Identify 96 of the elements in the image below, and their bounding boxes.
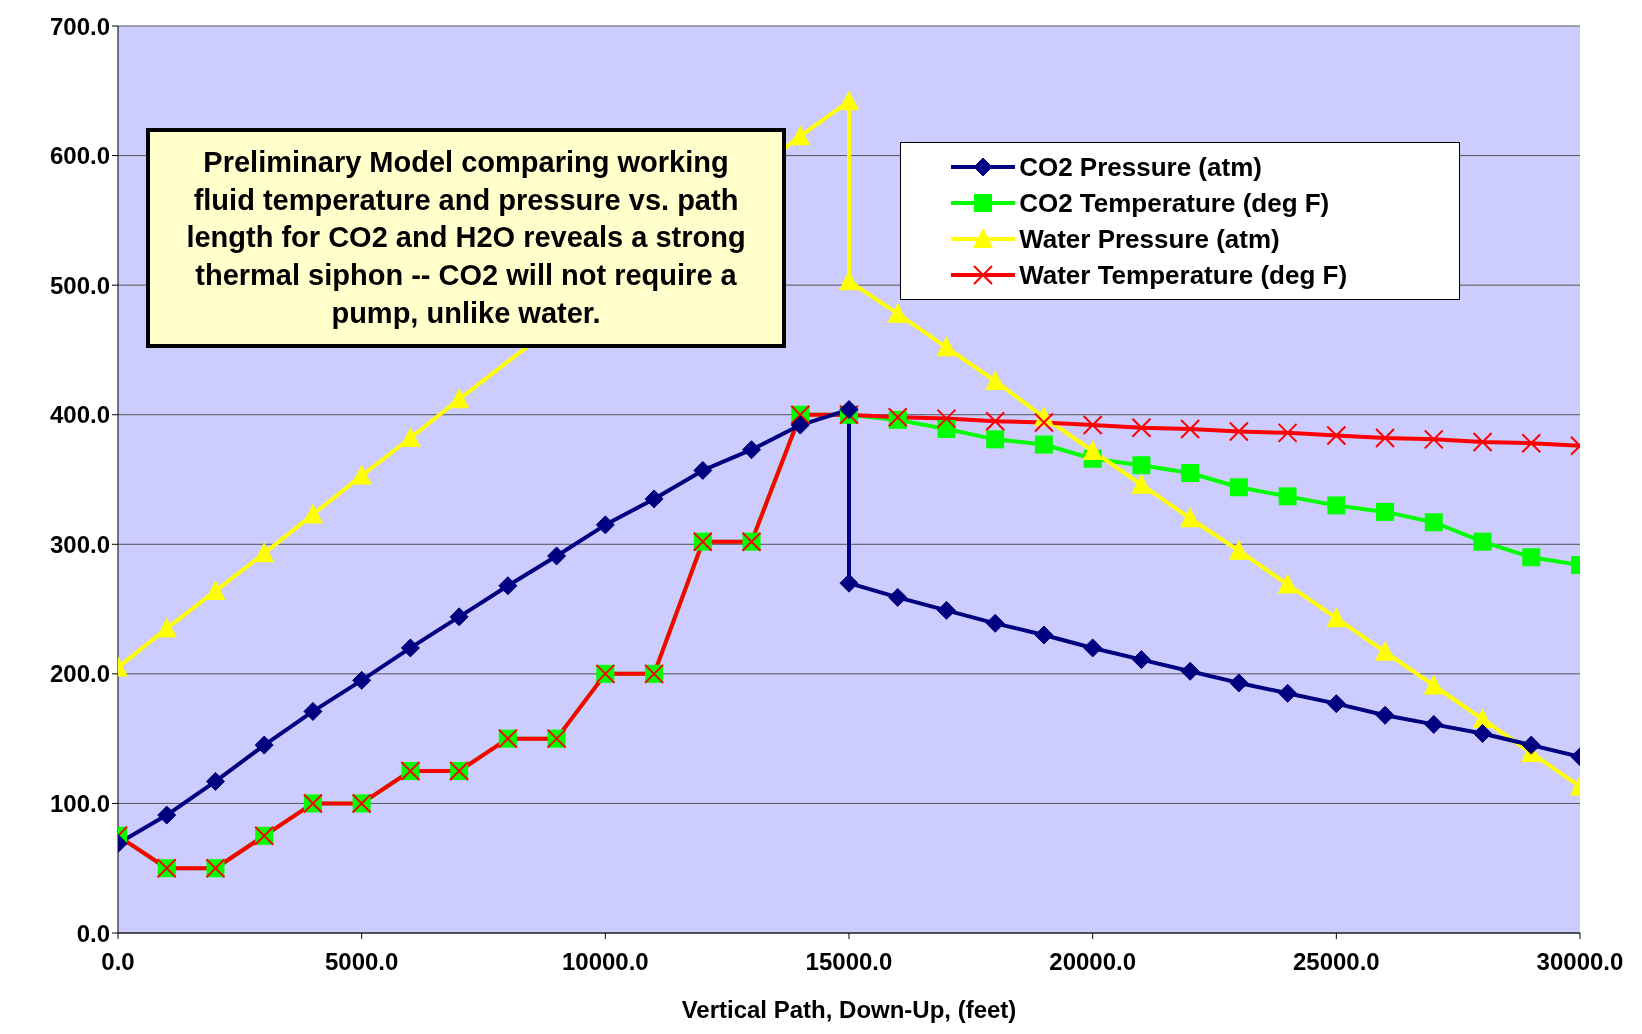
point	[1424, 714, 1444, 734]
point	[1277, 573, 1298, 594]
point	[936, 600, 956, 620]
point	[1326, 607, 1347, 628]
point	[1522, 548, 1541, 567]
point	[1131, 417, 1152, 438]
y-tick-label: 600.0	[49, 142, 110, 170]
point	[1376, 502, 1395, 521]
point	[790, 125, 811, 146]
point	[790, 415, 810, 435]
point	[1424, 513, 1443, 532]
point	[1228, 539, 1249, 560]
point	[302, 503, 323, 524]
point	[1375, 640, 1396, 661]
point	[742, 440, 762, 460]
point	[1180, 507, 1201, 528]
point	[400, 638, 420, 658]
point	[1278, 487, 1297, 506]
y-tick-label: 700.0	[49, 12, 110, 40]
point	[449, 388, 470, 409]
point	[400, 427, 421, 448]
point	[1473, 723, 1493, 743]
point	[1181, 464, 1200, 483]
point	[1131, 473, 1152, 494]
point	[547, 546, 567, 566]
x-tick-label: 25000.0	[1292, 948, 1380, 976]
point	[888, 587, 908, 607]
point	[1423, 674, 1444, 695]
point	[1521, 735, 1541, 755]
point	[887, 302, 908, 323]
point	[985, 613, 1005, 633]
y-tick-label: 100.0	[49, 789, 110, 817]
point	[254, 542, 275, 563]
point	[156, 617, 177, 638]
point	[936, 408, 957, 429]
x-tick-label: 10000.0	[561, 948, 649, 976]
x-tick-label: 0.0	[101, 948, 135, 976]
point	[352, 670, 372, 690]
point	[1375, 705, 1395, 725]
y-tick-label: 200.0	[49, 660, 110, 688]
point	[1082, 439, 1103, 460]
point	[1229, 478, 1248, 497]
point	[595, 515, 615, 535]
point	[839, 400, 859, 420]
legend-label: Water Temperature (deg F)	[1019, 259, 1348, 291]
point	[1082, 415, 1103, 436]
point	[1473, 532, 1492, 551]
y-tick-label: 500.0	[49, 271, 110, 299]
point	[1277, 422, 1298, 443]
point	[498, 576, 518, 596]
x-tick-label: 30000.0	[1536, 948, 1624, 976]
point	[1132, 456, 1151, 475]
point	[1180, 661, 1200, 681]
point	[351, 464, 372, 485]
x-tick-label: 15000.0	[805, 948, 893, 976]
point	[1472, 431, 1493, 452]
point	[205, 771, 225, 791]
point	[1229, 673, 1249, 693]
point	[693, 460, 713, 480]
point	[1131, 650, 1151, 670]
point	[1180, 418, 1201, 439]
point	[1034, 435, 1053, 454]
point	[1423, 429, 1444, 450]
point	[644, 489, 664, 509]
annotation: Preliminary Model comparing working fluid temperature and pressure vs. path length for CO2 and H2O reveals a strong thermal siphon -- CO2 will not require a pump, unlike water.	[146, 128, 786, 349]
x-tick-label: 5000.0	[324, 948, 399, 976]
point	[1228, 421, 1249, 442]
point	[936, 336, 957, 357]
point	[1326, 694, 1346, 714]
point	[303, 701, 323, 721]
point	[1033, 412, 1054, 433]
point	[1327, 496, 1346, 515]
legend-label: CO2 Temperature (deg F)	[1019, 187, 1330, 219]
point	[449, 607, 469, 627]
point	[1034, 625, 1054, 645]
x-axis-title: Vertical Path, Down-Up, (feet)	[681, 996, 1017, 1023]
y-tick-label: 300.0	[49, 530, 110, 558]
point	[1083, 638, 1103, 658]
point	[157, 805, 177, 825]
point	[1521, 433, 1542, 454]
legend-label: CO2 Pressure (atm)	[1019, 151, 1262, 183]
legend-label: Water Pressure (atm)	[1019, 223, 1280, 255]
point	[839, 573, 859, 593]
point	[254, 735, 274, 755]
point	[1278, 683, 1298, 703]
y-tick-label: 0.0	[76, 919, 110, 947]
point	[1326, 425, 1347, 446]
point	[985, 370, 1006, 391]
y-tick-label: 400.0	[49, 401, 110, 429]
point	[1375, 428, 1396, 449]
x-tick-label: 20000.0	[1049, 948, 1137, 976]
point	[839, 90, 859, 111]
point	[986, 430, 1005, 449]
point	[985, 411, 1006, 432]
point	[1472, 708, 1493, 729]
point	[205, 579, 226, 600]
